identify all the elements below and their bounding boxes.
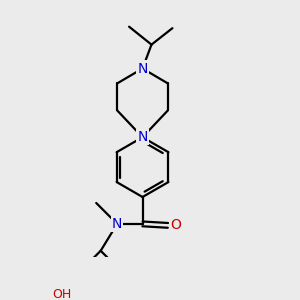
Text: O: O: [170, 218, 181, 233]
Text: OH: OH: [52, 288, 71, 300]
Text: N: N: [112, 217, 122, 231]
Text: N: N: [137, 130, 148, 144]
Text: N: N: [137, 61, 148, 76]
